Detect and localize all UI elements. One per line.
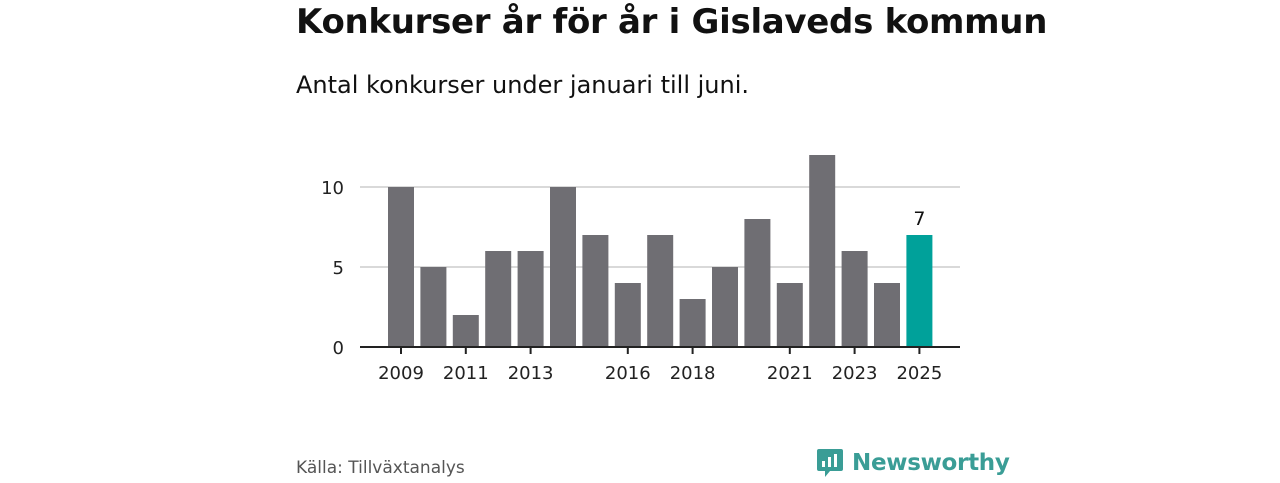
bar-2018	[679, 299, 706, 347]
bar-2015	[582, 235, 609, 347]
bar-2019	[712, 267, 738, 347]
bar-2023	[841, 251, 868, 347]
bar-2020	[744, 219, 771, 347]
bar-2014	[550, 187, 576, 347]
brand-logo[interactable]: Newsworthy	[816, 446, 1010, 480]
y-tick-label: 10	[321, 178, 344, 199]
x-tick-label: 2021	[767, 363, 813, 384]
source-note: Källa: Tillväxtanalys	[296, 458, 465, 478]
x-tick-label: 2018	[670, 363, 716, 384]
x-tick-label: 2011	[443, 363, 489, 384]
y-tick-label: 5	[333, 258, 344, 279]
x-tick-label: 2016	[605, 363, 651, 384]
axes	[360, 346, 960, 354]
bar-2016	[614, 283, 641, 347]
bar-2021	[776, 283, 803, 347]
bar-chart: 0 5 10 7 2009 2011 2013 2016 2018 2021 2023 2025	[321, 155, 960, 384]
bar-2009	[388, 187, 414, 347]
bar-2010	[420, 267, 447, 347]
bars	[388, 155, 933, 347]
chart-subtitle: Antal konkurser under januari till juni.	[296, 71, 749, 99]
brand-name: Newsworthy	[852, 450, 1010, 476]
bar-2017	[647, 235, 674, 347]
x-tick-label: 2023	[832, 363, 878, 384]
bar-2013	[517, 251, 544, 347]
x-tick-label: 2025	[896, 363, 942, 384]
bar-2022	[809, 155, 836, 347]
bar-2012	[485, 251, 512, 347]
data-label-highlight: 7	[913, 208, 925, 230]
x-tick-label: 2013	[508, 363, 554, 384]
bar-2011	[452, 315, 479, 347]
x-tick-label: 2009	[378, 363, 424, 384]
y-tick-label: 0	[333, 338, 344, 359]
newsworthy-logo-icon	[816, 447, 844, 479]
bar-2024	[874, 283, 900, 347]
bar-2025	[906, 235, 933, 347]
labels: 0 5 10 7 2009 2011 2013 2016 2018 2021 2023 2025	[321, 178, 942, 384]
chart-title: Konkurser år för år i Gislaveds kommun	[296, 2, 1048, 42]
